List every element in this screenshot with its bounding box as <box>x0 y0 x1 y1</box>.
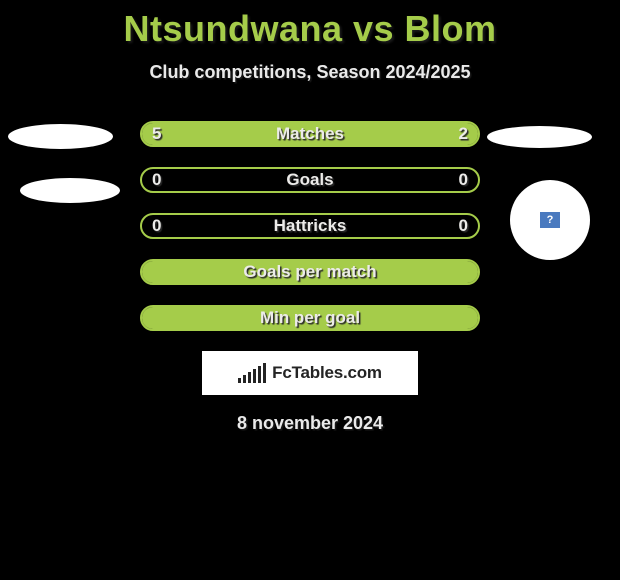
side-ellipse <box>487 126 592 148</box>
stat-label: Hattricks <box>274 216 347 236</box>
page-title: Ntsundwana vs Blom <box>0 0 620 50</box>
source-logo: FcTables.com <box>202 351 418 395</box>
date-label: 8 november 2024 <box>0 413 620 434</box>
stat-row: Min per goal <box>140 305 480 331</box>
logo-bars-icon <box>238 363 266 383</box>
missing-image-icon <box>540 212 560 228</box>
stat-label: Goals <box>286 170 333 190</box>
logo-text: FcTables.com <box>272 363 382 383</box>
stat-value-left: 0 <box>152 170 161 190</box>
side-ellipse <box>20 178 120 203</box>
stat-value-right: 0 <box>459 170 468 190</box>
stat-label: Min per goal <box>260 308 360 328</box>
stat-value-right: 0 <box>459 216 468 236</box>
stat-row: 0 0 Goals <box>140 167 480 193</box>
stat-value-right: 2 <box>459 124 468 144</box>
stat-value-left: 0 <box>152 216 161 236</box>
stat-row: 5 2 Matches <box>140 121 480 147</box>
subtitle: Club competitions, Season 2024/2025 <box>0 62 620 83</box>
stat-value-left: 5 <box>152 124 161 144</box>
side-ellipse <box>8 124 113 149</box>
stat-label: Matches <box>276 124 344 144</box>
avatar-placeholder <box>510 180 590 260</box>
stat-label: Goals per match <box>243 262 376 282</box>
stat-row: Goals per match <box>140 259 480 285</box>
stat-row: 0 0 Hattricks <box>140 213 480 239</box>
